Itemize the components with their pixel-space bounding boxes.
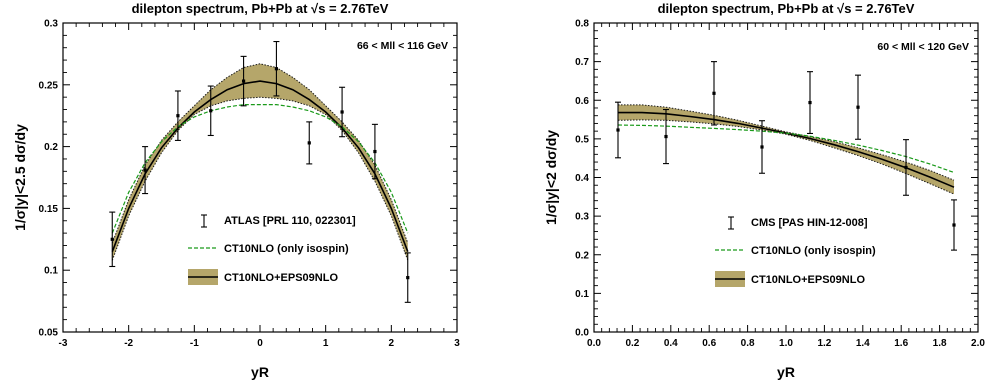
data-marker — [664, 134, 668, 139]
y-tick-label: 0.3 — [575, 212, 589, 223]
mass-window-annotation: 66 < Mll < 116 GeV — [357, 40, 448, 52]
data-marker — [110, 237, 114, 241]
data-marker — [274, 67, 279, 71]
data-point — [240, 55, 247, 107]
series-line-ct10nlo-eps09nlo — [618, 111, 955, 188]
data-marker — [143, 168, 147, 172]
data-point — [306, 121, 313, 165]
x-tick-label: -2 — [124, 338, 133, 349]
y-axis-label: 1/σ|y|<2.5 dσ/dy — [12, 124, 28, 231]
y-tick-label: 0.2 — [575, 250, 589, 261]
data-marker — [406, 276, 410, 280]
chart-title: dilepton spectrum, Pb+Pb at √s = 2.76TeV — [132, 1, 389, 16]
data-point — [371, 123, 378, 180]
y-tick-label: 0.6 — [575, 96, 589, 107]
data-point — [615, 101, 621, 159]
data-point — [339, 86, 346, 138]
legend-label-isospin: CT10NLO (only isospin) — [224, 243, 349, 255]
data-point — [903, 139, 909, 196]
band-upper-edge — [618, 104, 955, 181]
data-marker — [340, 110, 344, 114]
x-tick-label: -3 — [59, 338, 68, 349]
data-point — [951, 199, 957, 251]
legend-label-data: ATLAS [PRL 110, 022301] — [224, 215, 356, 227]
y-tick-label: 0.4 — [575, 173, 589, 184]
legend: ATLAS [PRL 110, 022301] CT10NLO (only iso… — [188, 214, 356, 285]
x-tick-label: 0.4 — [664, 338, 678, 349]
y-tick-label: 0.1 — [44, 266, 58, 277]
data-marker — [176, 114, 180, 118]
y-tick-label: 0.1 — [575, 289, 589, 300]
y-tick-label: 0.0 — [575, 328, 589, 339]
data-marker — [904, 165, 908, 170]
band-upper-edge — [111, 63, 409, 244]
data-marker — [712, 91, 716, 95]
y-tick-label: 0.7 — [575, 57, 589, 68]
x-tick-label: 0.8 — [741, 338, 755, 349]
data-point — [404, 252, 411, 303]
x-tick-label: 0.2 — [625, 338, 639, 349]
x-axis-label: yR — [777, 364, 795, 380]
x-tick-label: 0 — [257, 338, 263, 349]
data-marker — [760, 145, 764, 149]
data-marker — [856, 105, 860, 109]
x-tick-label: 3 — [454, 338, 460, 349]
series-line-ct10nlo-isospin — [617, 124, 955, 174]
data-point — [109, 211, 116, 268]
plot-area — [615, 61, 957, 251]
mass-window-annotation: 60 < Mll < 120 GeV — [877, 41, 969, 53]
data-marker — [952, 223, 956, 227]
data-point — [142, 146, 149, 195]
data-marker — [209, 109, 213, 113]
chart-panel-1: dilepton spectrum, Pb+Pb at √s = 2.76TeV… — [12, 1, 460, 380]
chart-title: dilepton spectrum, Pb+Pb at √s = 2.76TeV — [658, 1, 915, 16]
y-tick-label: 0.15 — [39, 204, 59, 215]
data-point — [273, 40, 280, 97]
x-tick-label: 1 — [323, 338, 329, 349]
uncertainty-band-eps09 — [618, 104, 954, 195]
band-lower-edge — [617, 119, 955, 195]
legend-label-isospin: CT10NLO (only isospin) — [751, 245, 876, 257]
data-marker — [307, 141, 311, 145]
data-point — [663, 108, 669, 165]
plot-area — [109, 40, 411, 303]
x-tick-label: 1.6 — [894, 338, 908, 349]
data-marker — [241, 79, 246, 83]
x-tick-label: 0.0 — [587, 338, 601, 349]
legend-label-data: CMS [PAS HIN-12-008] — [751, 217, 868, 229]
y-tick-label: 0.25 — [39, 80, 59, 91]
legend: CMS [PAS HIN-12-008] CT10NLO (only isospi… — [715, 216, 876, 287]
x-tick-label: 2 — [389, 338, 395, 349]
y-tick-label: 0.8 — [575, 19, 589, 30]
data-point — [807, 71, 813, 135]
legend-label-eps09: CT10NLO+EPS09NLO — [751, 274, 865, 286]
y-tick-label: 0.5 — [575, 134, 589, 145]
x-tick-label: -1 — [190, 338, 199, 349]
series-line-ct10nlo-eps09nlo — [111, 80, 409, 252]
data-marker — [808, 100, 812, 105]
x-tick-label: 1.8 — [933, 338, 947, 349]
y-tick-label: 0.05 — [39, 328, 59, 339]
series-line-ct10nlo-isospin — [111, 104, 409, 234]
data-marker — [616, 128, 620, 132]
data-point — [759, 120, 765, 174]
y-tick-label: 0.3 — [44, 19, 58, 30]
x-tick-label: 1.0 — [779, 338, 793, 349]
data-point — [174, 90, 181, 141]
data-marker — [373, 149, 377, 154]
data-point — [711, 61, 717, 126]
band-lower-edge — [111, 96, 409, 261]
x-tick-label: 2.0 — [971, 338, 985, 349]
chart-panel-2: dilepton spectrum, Pb+Pb at √s = 2.76TeV… — [543, 1, 985, 380]
x-axis-label: yR — [251, 364, 269, 380]
data-point — [207, 85, 214, 137]
y-axis-label: 1/σ|y|<2 dσ/dy — [543, 130, 559, 225]
y-tick-label: 0.2 — [44, 142, 58, 153]
x-tick-label: 0.6 — [702, 338, 716, 349]
data-point — [855, 74, 861, 140]
x-tick-label: 1.2 — [817, 338, 831, 349]
legend-label-eps09: CT10NLO+EPS09NLO — [224, 272, 338, 284]
x-tick-label: 1.4 — [856, 338, 870, 349]
